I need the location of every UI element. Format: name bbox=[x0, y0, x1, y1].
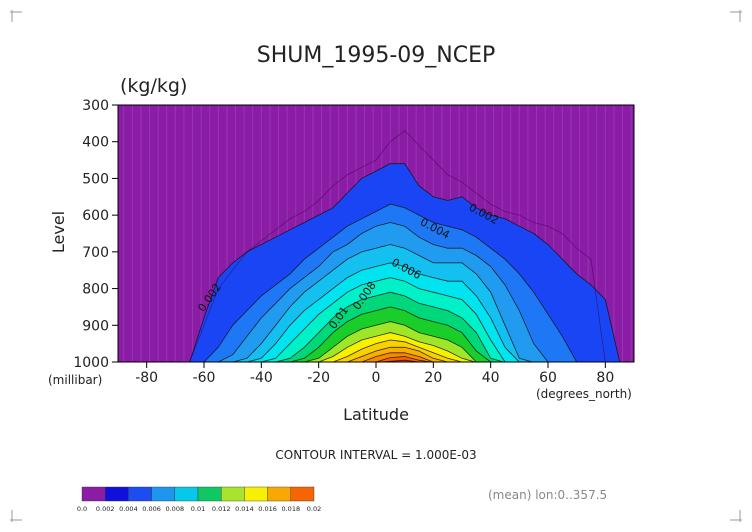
x-axis: -80 -60 -40 -20 0 20 40 60 80 bbox=[135, 362, 614, 386]
legend-label: 0.01 bbox=[191, 505, 205, 513]
x-unit-label: (degrees_north) bbox=[536, 387, 632, 401]
units-label: (kg/kg) bbox=[120, 75, 187, 97]
contour-line bbox=[132, 244, 620, 362]
x-tick-label: 80 bbox=[596, 370, 614, 386]
legend-swatch bbox=[104, 486, 129, 502]
legend-swatch bbox=[151, 486, 176, 502]
y-axis-label: Level bbox=[49, 211, 68, 253]
contour-line bbox=[132, 339, 620, 362]
contour-line bbox=[132, 346, 620, 362]
footer-text: (mean) lon:0..357.5 bbox=[488, 488, 607, 502]
x-axis-label: Latitude bbox=[343, 405, 409, 424]
contour-line bbox=[132, 291, 620, 362]
x-tick-label: 60 bbox=[539, 370, 557, 386]
contour-line bbox=[132, 321, 620, 362]
legend-swatch bbox=[174, 486, 199, 502]
contour-line bbox=[132, 306, 620, 362]
y-tick-label: 800 bbox=[82, 282, 109, 298]
contour-line bbox=[132, 356, 620, 362]
color-legend: 0.0 0.002 0.004 0.006 0.008 0.01 0.012 0.014 0.0… bbox=[77, 486, 321, 513]
legend-label: 0.008 bbox=[165, 505, 184, 513]
y-tick-label: 900 bbox=[82, 318, 109, 334]
legend-label: 0.014 bbox=[235, 505, 254, 513]
contour-line bbox=[132, 277, 620, 362]
contour-line bbox=[132, 359, 620, 362]
crop-marks bbox=[10, 10, 742, 522]
legend-label: 0.004 bbox=[119, 505, 138, 513]
legend-swatch bbox=[290, 486, 315, 502]
y-tick-label: 300 bbox=[82, 98, 109, 114]
legend-swatch bbox=[220, 486, 245, 502]
x-tick-label: -60 bbox=[193, 370, 216, 386]
contour-line bbox=[132, 222, 620, 362]
x-tick-label: 0 bbox=[372, 370, 381, 386]
legend-label: 0.018 bbox=[281, 505, 300, 513]
y-tick-label: 500 bbox=[82, 171, 109, 187]
legend-label: 0.006 bbox=[142, 505, 161, 513]
chart-title: SHUM_1995-09_NCEP bbox=[257, 43, 496, 68]
legend-swatch bbox=[128, 486, 152, 502]
legend-swatch bbox=[244, 486, 268, 502]
y-axis: 300 400 500 600 700 800 900 1000 bbox=[73, 98, 118, 371]
contour-line bbox=[132, 262, 620, 362]
legend-label: 0.012 bbox=[212, 505, 231, 513]
contour-line bbox=[132, 332, 620, 362]
legend-label: 0.002 bbox=[96, 505, 115, 513]
legend-swatch bbox=[267, 486, 292, 502]
y-tick-label: 400 bbox=[82, 135, 109, 151]
y-unit-label: (millibar) bbox=[48, 373, 102, 387]
legend-label: 0.02 bbox=[307, 505, 321, 513]
legend-label: 0.016 bbox=[258, 505, 277, 513]
x-tick-label: 20 bbox=[424, 370, 442, 386]
x-tick-label: 40 bbox=[482, 370, 500, 386]
legend-swatch bbox=[81, 486, 106, 502]
contour-interval-text: CONTOUR INTERVAL = 1.000E-03 bbox=[275, 448, 476, 462]
y-tick-label: 700 bbox=[82, 245, 109, 261]
x-tick-label: -80 bbox=[135, 370, 158, 386]
y-tick-label: 1000 bbox=[73, 355, 109, 371]
contour-lines bbox=[132, 130, 621, 362]
y-tick-label: 600 bbox=[82, 208, 109, 224]
contour-line bbox=[132, 352, 620, 362]
contour-line bbox=[168, 130, 606, 362]
contour-line bbox=[132, 163, 621, 362]
legend-label: 0.0 bbox=[77, 505, 87, 513]
x-tick-label: -40 bbox=[250, 370, 273, 386]
x-tick-label: -20 bbox=[307, 370, 330, 386]
contour-line bbox=[132, 203, 620, 362]
legend-swatch bbox=[197, 486, 222, 502]
